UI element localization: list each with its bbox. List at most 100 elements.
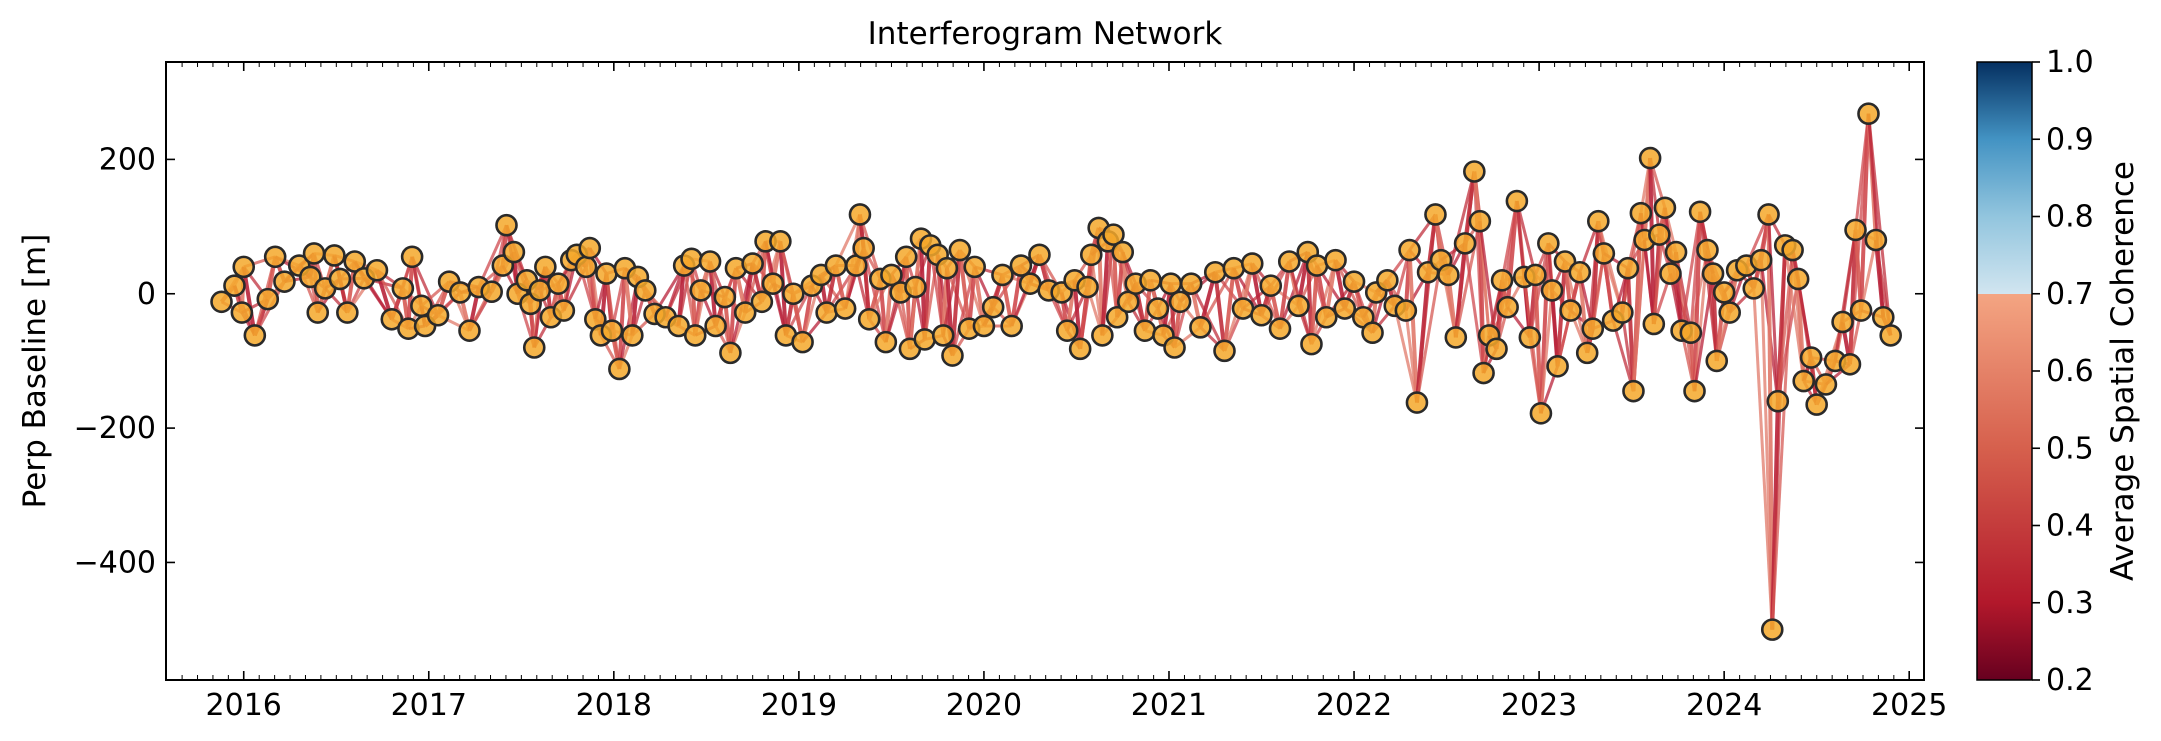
acquisition-point bbox=[1611, 301, 1634, 324]
acquisition-point bbox=[1453, 232, 1477, 255]
acquisition-point bbox=[1111, 240, 1135, 264]
acquisition-point bbox=[1587, 209, 1610, 233]
y-tick-label: 0 bbox=[137, 277, 156, 312]
acquisition-point bbox=[991, 263, 1014, 287]
acquisition-point bbox=[741, 252, 764, 275]
acquisition-point bbox=[1864, 228, 1888, 252]
acquisition-point bbox=[1792, 369, 1816, 393]
interferogram-edge bbox=[728, 268, 738, 353]
acquisition-point bbox=[1398, 238, 1421, 262]
acquisition-point bbox=[273, 270, 296, 293]
acquisition-point bbox=[1844, 218, 1867, 242]
x-tick-label: 2023 bbox=[1501, 688, 1577, 723]
interferogram-edge bbox=[1577, 272, 1590, 354]
acquisition-point bbox=[1213, 339, 1236, 363]
interferogram-edge bbox=[1859, 239, 1878, 311]
acquisition-point bbox=[1814, 373, 1838, 396]
acquisition-point bbox=[894, 245, 918, 269]
acquisition-point bbox=[782, 282, 805, 306]
interferogram-edge bbox=[1866, 113, 1893, 336]
acquisition-point bbox=[1546, 354, 1569, 378]
acquisition-point bbox=[1405, 391, 1429, 414]
interferogram-edge bbox=[923, 254, 940, 340]
acquisition-point bbox=[1203, 260, 1227, 284]
acquisition-point bbox=[1559, 299, 1582, 322]
acquisition-point bbox=[667, 314, 690, 338]
acquisition-point bbox=[232, 255, 256, 279]
acquisition-point bbox=[1648, 223, 1671, 246]
acquisition-point bbox=[230, 301, 254, 324]
acquisition-point bbox=[1361, 321, 1384, 345]
colorbar-tick-label: 0.8 bbox=[2046, 200, 2094, 235]
acquisition-point bbox=[698, 250, 722, 273]
colorbar-tick-label: 1.0 bbox=[2046, 45, 2094, 80]
acquisition-point bbox=[1805, 393, 1828, 416]
acquisition-point bbox=[336, 301, 359, 324]
acquisition-point bbox=[761, 272, 785, 295]
y-tick-label: 200 bbox=[99, 142, 156, 177]
acquisition-point bbox=[1757, 203, 1780, 226]
acquisition-point bbox=[1424, 203, 1447, 226]
acquisition-point bbox=[1168, 290, 1192, 314]
acquisition-point bbox=[1496, 295, 1519, 319]
acquisition-point bbox=[400, 245, 424, 269]
acquisition-point bbox=[1139, 269, 1162, 292]
acquisition-point bbox=[769, 230, 792, 253]
acquisition-point bbox=[1616, 256, 1640, 280]
colorbar-tick-label: 0.4 bbox=[2046, 509, 2094, 544]
acquisition-point bbox=[704, 314, 727, 338]
acquisition-point bbox=[458, 319, 481, 342]
acquisition-point bbox=[848, 203, 872, 226]
interferogram-edge bbox=[1407, 249, 1419, 403]
interferogram-edge bbox=[1189, 283, 1226, 352]
acquisition-point bbox=[1653, 196, 1677, 220]
interferogram-edge bbox=[1515, 200, 1537, 276]
acquisition-point bbox=[243, 324, 267, 347]
acquisition-point bbox=[1766, 389, 1790, 413]
acquisition-point bbox=[1781, 238, 1804, 262]
acquisition-point bbox=[365, 258, 389, 282]
interferogram-edge bbox=[1692, 211, 1703, 392]
acquisition-point bbox=[1696, 238, 1719, 262]
acquisition-point bbox=[1376, 269, 1399, 292]
acquisition-point bbox=[1091, 324, 1114, 347]
acquisition-point bbox=[426, 303, 450, 327]
interferogram-edges bbox=[219, 113, 1893, 630]
interferogram-edge bbox=[1446, 171, 1476, 276]
acquisition-point bbox=[502, 240, 526, 264]
acquisition-point bbox=[1268, 317, 1292, 340]
acquisition-point bbox=[1849, 299, 1873, 322]
colorbar-tick-label: 0.3 bbox=[2046, 586, 2094, 621]
acquisition-point bbox=[1250, 303, 1273, 327]
colorbar-tick-label: 0.2 bbox=[2046, 663, 2094, 698]
acquisition-point bbox=[1879, 324, 1902, 347]
chart-title: Interferogram Network bbox=[868, 16, 1223, 52]
acquisition-point bbox=[528, 279, 552, 302]
acquisition-point bbox=[1240, 252, 1264, 275]
acquisition-point bbox=[1786, 267, 1810, 291]
colorbar bbox=[1976, 61, 2033, 681]
interferogram-edge bbox=[1611, 320, 1635, 392]
acquisition-point bbox=[815, 301, 838, 324]
acquisition-point bbox=[1437, 263, 1460, 287]
acquisition-point bbox=[1159, 272, 1183, 295]
acquisition-point bbox=[1444, 326, 1468, 349]
acquisition-point bbox=[1664, 240, 1688, 264]
acquisition-point bbox=[1524, 263, 1547, 287]
interferogram-edge bbox=[1309, 265, 1320, 345]
acquisition-point bbox=[1163, 336, 1186, 359]
interferogram-edge bbox=[1393, 305, 1419, 403]
acquisition-point bbox=[852, 236, 875, 260]
interferogram-edge bbox=[1590, 221, 1601, 329]
interferogram-edge bbox=[617, 268, 627, 370]
interferogram-edge bbox=[1680, 211, 1702, 331]
acquisition-point bbox=[683, 324, 707, 347]
acquisition-point bbox=[595, 262, 618, 285]
acquisition-points bbox=[210, 102, 1902, 641]
acquisition-point bbox=[1659, 262, 1682, 285]
interferogram-edge bbox=[1278, 261, 1292, 329]
x-axis: 2016 2017 2018 2019 2020 2021 2022 2023 2024 2025 bbox=[181, 62, 1947, 723]
acquisition-point bbox=[1518, 326, 1542, 349]
x-tick-label: 2018 bbox=[576, 688, 652, 723]
